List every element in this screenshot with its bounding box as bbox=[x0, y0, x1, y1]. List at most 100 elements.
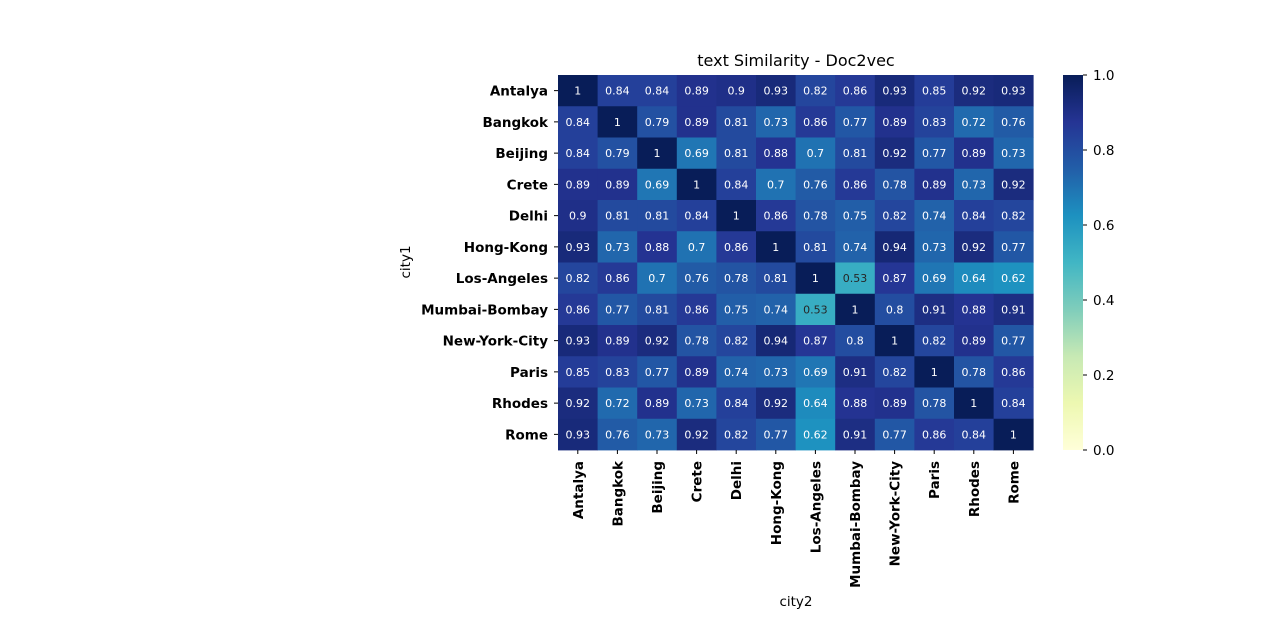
heatmap-cell bbox=[835, 231, 876, 263]
heatmap-cell bbox=[835, 262, 876, 295]
heatmap-cell bbox=[637, 137, 678, 170]
heatmap-cell bbox=[756, 168, 796, 201]
heatmap-cell bbox=[874, 293, 915, 326]
heatmap-cell bbox=[756, 137, 796, 170]
heatmap-cell-label: 0.89 bbox=[645, 397, 670, 410]
heatmap-cell bbox=[756, 75, 796, 107]
heatmap-cell bbox=[874, 418, 915, 451]
heatmap-cell bbox=[874, 356, 915, 388]
heatmap-cell bbox=[637, 387, 678, 420]
heatmap-cell bbox=[795, 293, 836, 326]
heatmap-cell-label: 0.78 bbox=[684, 335, 709, 348]
heatmap-cell-label: 0.83 bbox=[922, 116, 947, 129]
heatmap-cell bbox=[993, 262, 1034, 295]
heatmap-cell bbox=[874, 106, 915, 138]
heatmap-cell-label: 1 bbox=[812, 272, 819, 285]
heatmap-cell-label: 0.93 bbox=[764, 85, 789, 98]
heatmap-cell-label: 0.84 bbox=[566, 147, 591, 160]
heatmap-cell-label: 0.89 bbox=[566, 178, 591, 191]
heatmap-cell bbox=[954, 356, 994, 388]
heatmap-cell bbox=[716, 325, 757, 357]
heatmap-cell-label: 0.92 bbox=[645, 335, 670, 348]
heatmap-cell bbox=[676, 356, 717, 388]
heatmap-cell-label: 0.73 bbox=[764, 366, 789, 379]
heatmap-cell-label: 1 bbox=[654, 147, 661, 160]
heatmap-cell bbox=[954, 137, 994, 170]
row-label: Beijing bbox=[495, 146, 548, 162]
row-label: New-York-City bbox=[443, 334, 549, 350]
heatmap-cell bbox=[756, 387, 796, 420]
column-label: Los-Angeles bbox=[808, 461, 824, 553]
heatmap-cell-label: 0.88 bbox=[764, 147, 789, 160]
heatmap-cell bbox=[716, 75, 757, 107]
heatmap-cell bbox=[914, 106, 955, 138]
colorbar-tick-label: 0.6 bbox=[1093, 218, 1114, 234]
heatmap-cell bbox=[795, 137, 836, 170]
heatmap-cell-label: 1 bbox=[852, 303, 859, 316]
heatmap-cell-label: 0.78 bbox=[882, 178, 907, 191]
heatmap-cell-label: 0.89 bbox=[684, 85, 709, 98]
heatmap-cell-label: 1 bbox=[931, 366, 938, 379]
heatmap-cell bbox=[676, 106, 717, 138]
heatmap-cell-label: 0.77 bbox=[1001, 335, 1026, 348]
chart-title: text Similarity - Doc2vec bbox=[697, 51, 894, 70]
heatmap-cell-label: 0.77 bbox=[882, 428, 907, 441]
heatmap-cell-label: 0.83 bbox=[605, 366, 630, 379]
heatmap-cell-label: 0.69 bbox=[645, 178, 670, 191]
heatmap-cell-label: 0.89 bbox=[605, 178, 630, 191]
heatmap-cell bbox=[835, 137, 876, 170]
column-label: Delhi bbox=[729, 461, 745, 500]
heatmap-cell bbox=[558, 356, 598, 388]
heatmap-cell bbox=[993, 325, 1034, 357]
heatmap-cell bbox=[914, 168, 955, 201]
row-label: Paris bbox=[510, 365, 548, 381]
heatmap-cell bbox=[993, 231, 1034, 263]
heatmap-cell bbox=[558, 293, 598, 326]
heatmap-cell bbox=[676, 200, 717, 232]
heatmap-cell bbox=[676, 75, 717, 107]
row-label: Antalya bbox=[490, 84, 548, 100]
heatmap-cell bbox=[756, 325, 796, 357]
heatmap-cell bbox=[597, 387, 638, 420]
heatmap-cell-label: 0.77 bbox=[1001, 241, 1026, 254]
heatmap-cell-label: 0.86 bbox=[764, 210, 789, 223]
heatmap-cell-label: 0.82 bbox=[1001, 210, 1026, 223]
heatmap-cell bbox=[676, 387, 717, 420]
heatmap-cell-label: 0.53 bbox=[803, 303, 828, 316]
column-label: Rome bbox=[1006, 461, 1022, 504]
heatmap-cell bbox=[756, 293, 796, 326]
heatmap-cell-label: 0.78 bbox=[922, 397, 947, 410]
heatmap-cell bbox=[597, 137, 638, 170]
heatmap-cell-label: 0.93 bbox=[566, 428, 591, 441]
heatmap-cell bbox=[716, 293, 757, 326]
heatmap-cell-label: 0.92 bbox=[566, 397, 591, 410]
heatmap-cell-label: 0.76 bbox=[684, 272, 709, 285]
heatmap-cell bbox=[637, 418, 678, 451]
heatmap-cell-label: 0.86 bbox=[684, 303, 709, 316]
heatmap-cell bbox=[914, 293, 955, 326]
heatmap-cell-label: 1 bbox=[574, 85, 581, 98]
heatmap-cell bbox=[874, 387, 915, 420]
heatmap-cell-label: 0.82 bbox=[882, 210, 907, 223]
heatmap-cell-label: 1 bbox=[693, 178, 700, 191]
heatmap-cell bbox=[716, 168, 757, 201]
heatmap-cell-label: 1 bbox=[772, 241, 779, 254]
heatmap-cell-label: 0.92 bbox=[684, 428, 709, 441]
heatmap-cell-label: 1 bbox=[891, 335, 898, 348]
heatmap-cell-label: 0.75 bbox=[843, 210, 868, 223]
heatmap-cell bbox=[795, 168, 836, 201]
heatmap-cell-label: 0.87 bbox=[882, 272, 907, 285]
heatmap-cell bbox=[795, 106, 836, 138]
heatmap-cell bbox=[954, 231, 994, 263]
heatmap-cell-label: 0.77 bbox=[922, 147, 947, 160]
heatmap-cell bbox=[716, 137, 757, 170]
heatmap-cell-label: 0.81 bbox=[843, 147, 868, 160]
heatmap-cell bbox=[914, 200, 955, 232]
heatmap-cell bbox=[637, 200, 678, 232]
heatmap-cell bbox=[993, 106, 1034, 138]
heatmap-cell-label: 0.69 bbox=[803, 366, 828, 379]
heatmap-cell bbox=[558, 106, 598, 138]
colorbar-ticks: 0.0 0.2 0.4 0.6 0.8 1.0 bbox=[1083, 68, 1114, 459]
heatmap-cell-label: 0.82 bbox=[882, 366, 907, 379]
heatmap-cell-label: 0.77 bbox=[764, 428, 789, 441]
